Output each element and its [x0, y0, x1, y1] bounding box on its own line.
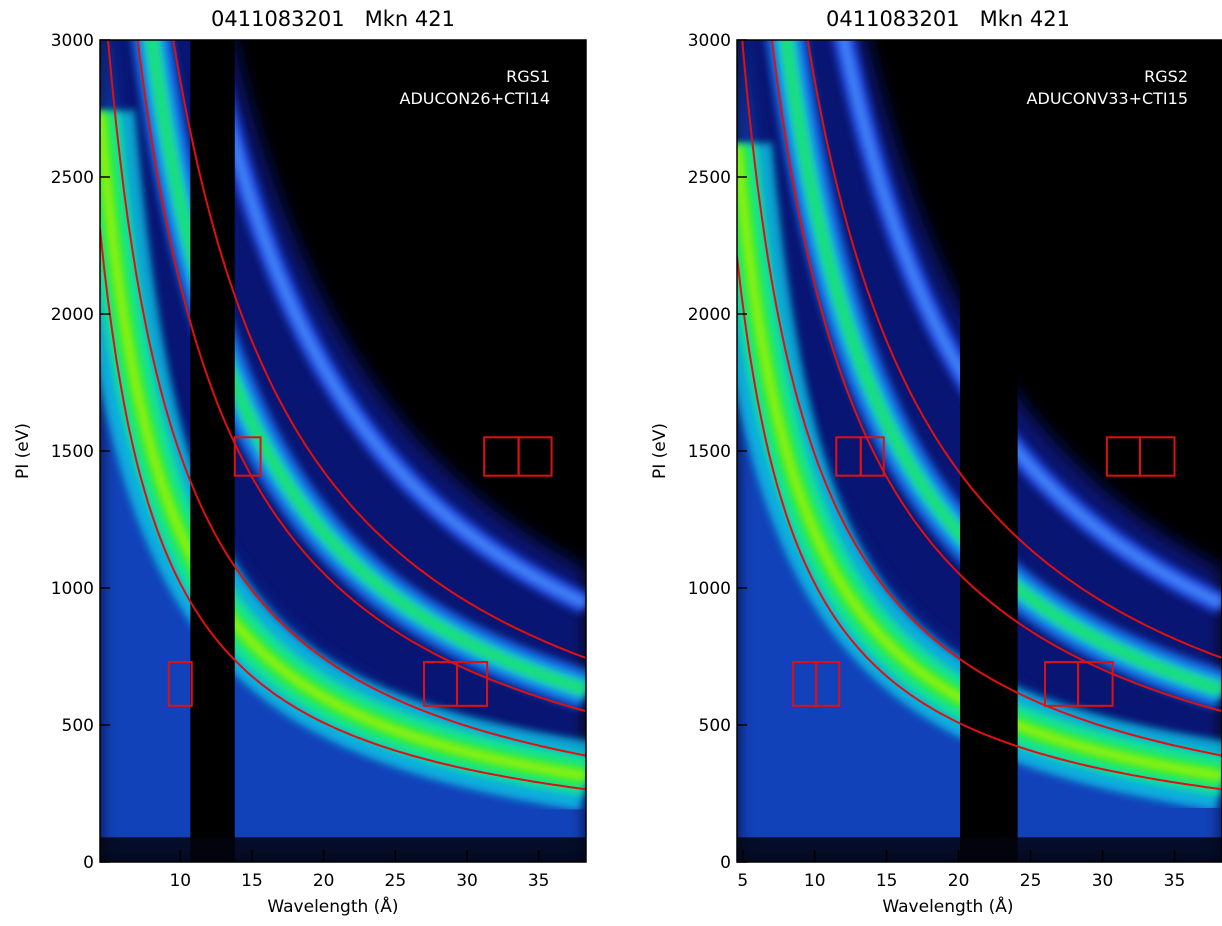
selection-box [859, 436, 885, 477]
y-tick-label: 1000 [688, 579, 731, 599]
x-tick-label: 25 [385, 871, 407, 891]
x-tick-label: 20 [948, 871, 970, 891]
x-tick-label: 10 [804, 871, 826, 891]
x-tick-label: 20 [313, 871, 335, 891]
selection-curve [737, 256, 1222, 791]
selection-curve [172, 40, 586, 659]
y-axis-label: PI (eV) [650, 423, 670, 479]
y-axis-label: PI (eV) [13, 423, 33, 479]
y-tick-label: 1500 [51, 442, 94, 462]
selection-curve [107, 40, 586, 757]
chart-title: 0411083201 Mkn 421 [826, 7, 1070, 31]
x-tick-label: 30 [456, 871, 478, 891]
chart-title: 0411083201 Mkn 421 [211, 7, 455, 31]
annotation: ADUCON26+CTI14 [400, 89, 551, 108]
selection-box [1077, 660, 1114, 707]
x-tick-label: 30 [1092, 871, 1114, 891]
chip-gap [960, 40, 1018, 862]
y-tick-label: 1000 [51, 579, 94, 599]
x-tick-label: 10 [169, 871, 191, 891]
order-band [205, 40, 586, 608]
y-tick-label: 3000 [51, 31, 94, 51]
y-tick-label: 2000 [688, 305, 731, 325]
y-tick-label: 0 [83, 853, 94, 873]
selection-box [1138, 436, 1176, 477]
selection-curve [770, 40, 1222, 713]
low-cut [737, 837, 1222, 862]
annotation: ADUCONV33+CTI15 [1027, 89, 1188, 108]
x-axis-label: Wavelength (Å) [267, 895, 398, 917]
x-tick-label: 15 [876, 871, 898, 891]
y-tick-label: 500 [699, 716, 731, 736]
x-tick-label: 25 [1020, 871, 1042, 891]
x-tick-label: 35 [1164, 871, 1186, 891]
order-band [100, 112, 586, 779]
x-tick-label: 35 [528, 871, 550, 891]
y-tick-label: 500 [62, 716, 94, 736]
order-band [146, 40, 586, 695]
selection-curve [100, 228, 586, 791]
selection-box [233, 436, 262, 477]
x-tick-label: 15 [241, 871, 263, 891]
low-cut [100, 837, 586, 862]
y-tick-label: 2500 [688, 168, 731, 188]
y-tick-label: 2500 [51, 168, 94, 188]
x-tick-label: 5 [737, 871, 748, 891]
selection-box [517, 436, 553, 477]
spectrum-image [100, 40, 586, 862]
annotation: RGS2 [1144, 67, 1188, 86]
annotation: RGS1 [506, 67, 550, 86]
x-axis-label: Wavelength (Å) [882, 895, 1013, 917]
chip-gap [190, 40, 235, 862]
selection-box [815, 660, 841, 707]
y-tick-label: 3000 [688, 31, 731, 51]
y-tick-label: 2000 [51, 305, 94, 325]
selection-box [455, 660, 489, 707]
selection-curve [806, 40, 1222, 659]
y-tick-label: 1500 [688, 442, 731, 462]
selection-curve [136, 40, 586, 713]
y-tick-label: 0 [720, 853, 731, 873]
selection-box [167, 660, 193, 707]
spectrum-image [737, 40, 1222, 862]
selection-curve [741, 40, 1222, 757]
